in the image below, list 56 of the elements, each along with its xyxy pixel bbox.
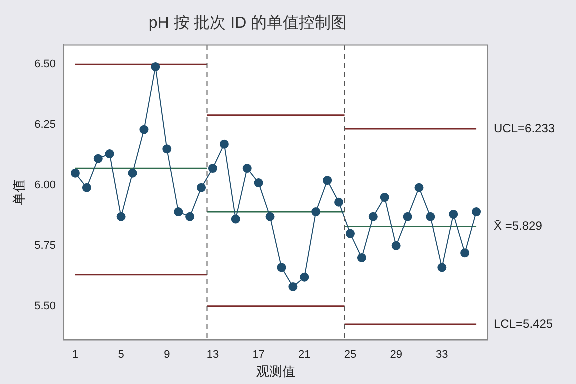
y-tick-label: 6.50	[34, 58, 56, 71]
point	[162, 144, 172, 154]
x-tick-label: 29	[390, 348, 402, 361]
x-tick-label: 5	[118, 348, 124, 361]
point	[414, 183, 424, 192]
point	[242, 164, 252, 174]
point	[323, 176, 332, 186]
y-tick-label: 5.75	[34, 240, 56, 252]
point	[380, 193, 390, 202]
point	[151, 62, 160, 72]
x-axis-title: 观测值	[256, 364, 296, 379]
point	[438, 263, 447, 272]
point	[140, 125, 149, 134]
x-tick-label: 9	[164, 348, 170, 361]
point	[231, 214, 240, 224]
x-tick-label: 1	[72, 348, 79, 361]
point	[368, 212, 378, 222]
point	[426, 212, 436, 222]
series-label: UCL=6.233	[494, 121, 556, 136]
point	[392, 241, 401, 250]
point	[277, 263, 286, 272]
point	[105, 150, 114, 159]
point	[266, 212, 275, 222]
y-tick-label: 5.50	[34, 300, 56, 312]
point	[94, 154, 103, 164]
point	[128, 168, 138, 178]
x-tick-label: 25	[344, 348, 357, 361]
point	[82, 183, 92, 192]
y-axis-title: 单值	[11, 180, 26, 206]
point	[70, 168, 80, 178]
chart-title: pH 按 批次 ID 的单值控制图	[148, 14, 348, 32]
x-tick-label: 33	[436, 348, 448, 361]
point	[174, 208, 184, 217]
series-label: X̄ =5.829	[494, 219, 543, 234]
point	[288, 282, 298, 292]
point	[460, 248, 470, 258]
point	[116, 212, 126, 222]
point	[220, 140, 229, 149]
point	[186, 212, 195, 222]
point	[472, 208, 482, 217]
x-tick-label: 13	[206, 348, 220, 361]
x-tick-label: 21	[298, 348, 311, 361]
point	[346, 229, 355, 238]
point	[300, 272, 310, 282]
point	[254, 178, 264, 188]
point	[208, 164, 218, 174]
x-tick-label: 17	[252, 348, 265, 361]
point	[357, 253, 366, 262]
series-label: LCL=5.425	[494, 316, 554, 331]
point	[197, 183, 206, 192]
y-tick-label: 6.00	[34, 179, 56, 192]
y-tick-label: 6.25	[34, 119, 56, 132]
point	[449, 210, 458, 219]
point	[403, 212, 412, 222]
point	[334, 198, 344, 207]
point	[312, 208, 321, 217]
